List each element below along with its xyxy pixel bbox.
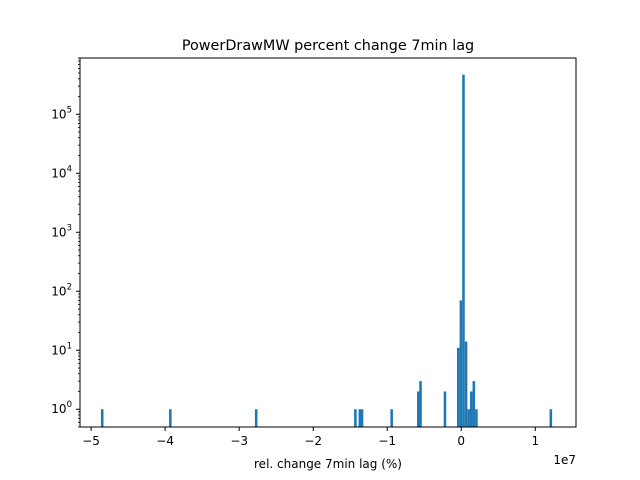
y-tick-label: 105 bbox=[51, 105, 72, 121]
histogram-bar-2 bbox=[254, 409, 258, 427]
x-axis-label: rel. change 7min lag (%) bbox=[254, 457, 402, 471]
x-tick-label: −4 bbox=[156, 434, 174, 448]
chart-title: PowerDrawMW percent change 7min lag bbox=[182, 38, 474, 54]
histogram-bar-9 bbox=[443, 391, 447, 427]
plot-frame bbox=[79, 57, 577, 428]
x-tick-label: 1 bbox=[531, 434, 539, 448]
x-tick-label: −1 bbox=[378, 434, 396, 448]
y-tick-label: 101 bbox=[51, 341, 72, 357]
histogram-bar-13 bbox=[464, 341, 468, 427]
histogram-bar-17 bbox=[475, 409, 478, 427]
y-axis-ticks: 100 101 102 103 104 105 bbox=[51, 57, 80, 428]
histogram-bar-15 bbox=[469, 391, 473, 427]
bars-layer bbox=[100, 74, 553, 428]
histogram-bar-4 bbox=[358, 409, 362, 427]
histogram-bar-0 bbox=[100, 409, 104, 427]
histogram-bar-3 bbox=[354, 409, 357, 427]
x-tick-label: 0 bbox=[457, 434, 465, 448]
x-axis-offset-label: 1e7 bbox=[553, 453, 576, 467]
histogram-bar-12 bbox=[462, 74, 465, 428]
histogram-bar-16 bbox=[472, 381, 476, 427]
x-tick-label: −5 bbox=[82, 434, 100, 448]
histogram-bar-7 bbox=[417, 391, 420, 427]
y-tick-label: 102 bbox=[51, 282, 72, 298]
x-tick-label: −3 bbox=[230, 434, 248, 448]
y-tick-label: 103 bbox=[51, 223, 72, 239]
histogram-bar-14 bbox=[467, 409, 470, 427]
histogram-bar-8 bbox=[419, 381, 422, 427]
histogram-bar-10 bbox=[457, 347, 460, 427]
y-tick-label: 100 bbox=[51, 400, 72, 416]
histogram-bar-18 bbox=[549, 409, 553, 427]
histogram-bar-11 bbox=[459, 300, 463, 427]
y-tick-label: 104 bbox=[51, 164, 72, 180]
histogram-bar-5 bbox=[360, 409, 364, 427]
histogram-bar-6 bbox=[390, 409, 393, 427]
x-tick-label: −2 bbox=[304, 434, 322, 448]
histogram-bar-1 bbox=[169, 409, 172, 427]
x-axis-ticks: −5 −4 −3 −2 −1 0 1 bbox=[82, 427, 539, 448]
